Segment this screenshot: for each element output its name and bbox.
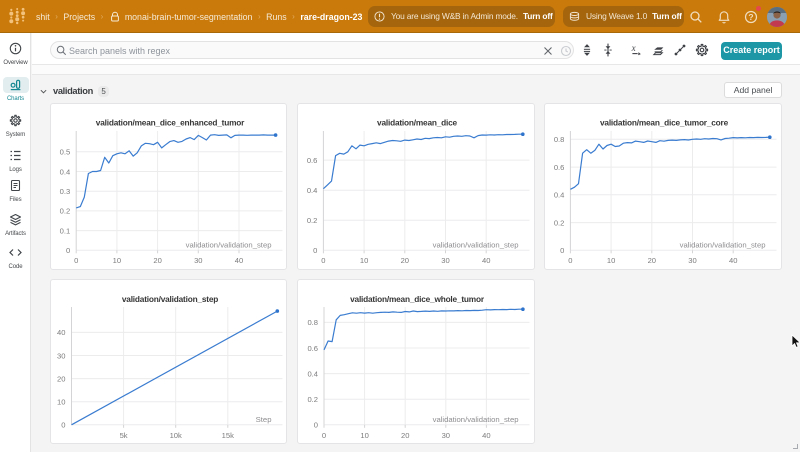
svg-text:validation/mean_dice_enhanced_: validation/mean_dice_enhanced_tumor <box>95 118 244 128</box>
svg-text:0: 0 <box>568 256 572 265</box>
svg-text:0.3: 0.3 <box>59 187 70 196</box>
svg-text:Step: Step <box>255 415 271 424</box>
svg-text:0: 0 <box>322 431 326 440</box>
svg-text:validation/validation_step: validation/validation_step <box>680 241 766 250</box>
svg-text:0: 0 <box>313 246 317 255</box>
svg-text:0.2: 0.2 <box>307 216 318 225</box>
svg-text:0.2: 0.2 <box>554 219 565 228</box>
svg-text:5k: 5k <box>119 431 127 440</box>
svg-text:30: 30 <box>688 256 696 265</box>
svg-text:0.6: 0.6 <box>554 163 565 172</box>
svg-text:0.8: 0.8 <box>308 318 319 327</box>
svg-text:0.4: 0.4 <box>59 168 70 177</box>
svg-text:0.4: 0.4 <box>307 186 318 195</box>
svg-text:validation/validation_step: validation/validation_step <box>433 415 519 424</box>
svg-text:0.2: 0.2 <box>308 395 319 404</box>
svg-text:?: ? <box>748 11 753 21</box>
svg-text:0.4: 0.4 <box>308 369 319 378</box>
svg-text:20: 20 <box>153 256 161 265</box>
svg-text:40: 40 <box>482 256 490 265</box>
svg-text:30: 30 <box>442 431 450 440</box>
svg-text:validation/mean_dice_whole_tum: validation/mean_dice_whole_tumor <box>350 294 485 304</box>
svg-text:20: 20 <box>401 431 409 440</box>
svg-text:20: 20 <box>57 374 65 383</box>
svg-text:20: 20 <box>648 256 656 265</box>
svg-text:20: 20 <box>401 256 409 265</box>
svg-text:0.2: 0.2 <box>59 207 70 216</box>
svg-text:0: 0 <box>61 420 65 429</box>
svg-text:0: 0 <box>314 420 318 429</box>
svg-text:validation/validation_step: validation/validation_step <box>433 241 519 250</box>
svg-text:30: 30 <box>57 351 65 360</box>
svg-text:0.1: 0.1 <box>59 227 70 236</box>
svg-text:10: 10 <box>360 256 368 265</box>
svg-text:0.8: 0.8 <box>554 135 565 144</box>
svg-text:10k: 10k <box>169 431 181 440</box>
svg-text:40: 40 <box>234 256 242 265</box>
svg-text:validation/validation_step: validation/validation_step <box>121 294 217 304</box>
svg-text:0.6: 0.6 <box>308 344 319 353</box>
svg-text:40: 40 <box>57 328 65 337</box>
svg-text:0: 0 <box>74 256 78 265</box>
svg-text:validation/mean_dice_tumor_cor: validation/mean_dice_tumor_core <box>600 118 729 128</box>
svg-text:10: 10 <box>57 397 65 406</box>
svg-text:10: 10 <box>112 256 120 265</box>
svg-text:x: x <box>630 43 635 53</box>
svg-text:10: 10 <box>607 256 615 265</box>
svg-text:0: 0 <box>560 246 564 255</box>
svg-text:30: 30 <box>194 256 202 265</box>
svg-text:40: 40 <box>482 431 490 440</box>
svg-text:0.6: 0.6 <box>307 156 318 165</box>
svg-text:validation/validation_step: validation/validation_step <box>185 241 271 250</box>
svg-text:0: 0 <box>321 256 325 265</box>
svg-text:10: 10 <box>361 431 369 440</box>
svg-text:0.4: 0.4 <box>554 191 565 200</box>
svg-text:0: 0 <box>66 246 70 255</box>
svg-text:15k: 15k <box>221 431 233 440</box>
svg-text:validation/mean_dice: validation/mean_dice <box>377 118 458 128</box>
svg-text:0.5: 0.5 <box>59 148 70 157</box>
svg-text:40: 40 <box>729 256 737 265</box>
svg-text:30: 30 <box>441 256 449 265</box>
